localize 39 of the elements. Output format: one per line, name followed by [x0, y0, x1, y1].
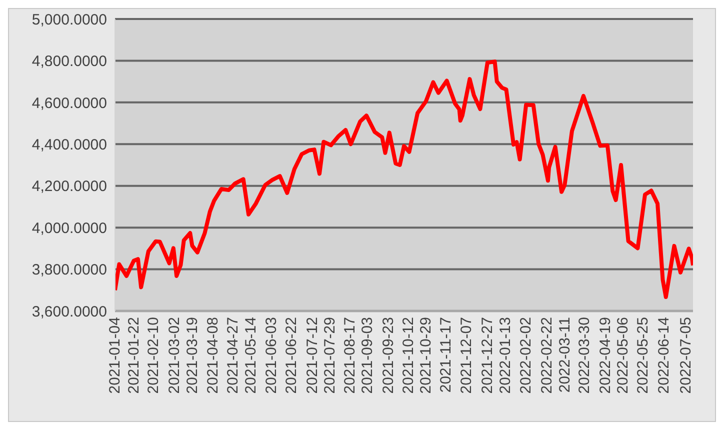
- x-tick-label: 2021-01-22: [125, 317, 142, 394]
- x-tick-label: 2022-07-05: [677, 317, 694, 394]
- x-tick-label: 2021-04-27: [224, 317, 242, 394]
- line-series: [115, 60, 693, 300]
- x-tick-label: 2021-12-07: [458, 317, 476, 394]
- y-tick-label: 3,600.0000: [32, 303, 107, 320]
- y-tick-label: 4,000.0000: [32, 220, 107, 237]
- x-tick-label: 2021-06-03: [263, 317, 280, 394]
- y-tick-label: 4,200.0000: [32, 178, 107, 196]
- x-tick-label: 2022-03-11: [556, 317, 574, 393]
- x-tick-label: 2021-03-02: [166, 317, 184, 394]
- y-tick-label: 4,400.0000: [32, 136, 107, 154]
- x-tick-label: 2021-09-23: [380, 317, 397, 394]
- x-tick-label: 2021-07-29: [322, 317, 339, 394]
- y-tick-label: 4,800.0000: [32, 53, 107, 70]
- x-tick-label: 2021-08-17: [341, 317, 358, 394]
- x-tick-label: 2021-10-29: [418, 317, 435, 394]
- x-tick-label: 2021-12-27: [479, 317, 496, 394]
- x-tick-label: 2021-03-19: [184, 317, 201, 394]
- y-tick-label: 4,600.0000: [32, 94, 107, 112]
- x-tick-label: 2022-05-06: [614, 317, 632, 394]
- x-tick-label: 2021-05-14: [242, 317, 260, 394]
- x-tick-label: 2021-04-08: [204, 317, 222, 394]
- x-tick-label: 2021-01-04: [106, 317, 124, 394]
- x-tick-label: 2022-04-19: [597, 317, 614, 394]
- x-tick-label: 2021-06-22: [282, 317, 300, 394]
- x-tick-label: 2022-01-13: [496, 317, 514, 394]
- x-tick-label: 2021-07-12: [304, 317, 321, 394]
- x-tick-label: 2022-05-25: [634, 317, 652, 394]
- x-tick-label: 2022-02-22: [538, 317, 556, 394]
- x-tick-label: 2021-02-10: [145, 317, 162, 394]
- x-tick-label: 2022-06-14: [655, 317, 672, 394]
- y-tick-label: 3,800.0000: [32, 262, 107, 279]
- x-tick-label: 2022-03-30: [576, 317, 594, 394]
- x-tick-label: 2021-09-03: [359, 317, 376, 394]
- x-tick-label: 2021-10-12: [400, 317, 417, 394]
- y-tick-label: 5,000.0000: [32, 11, 107, 28]
- x-tick-label: 2022-02-02: [518, 317, 535, 394]
- x-tick-label: 2021-11-17: [437, 317, 454, 393]
